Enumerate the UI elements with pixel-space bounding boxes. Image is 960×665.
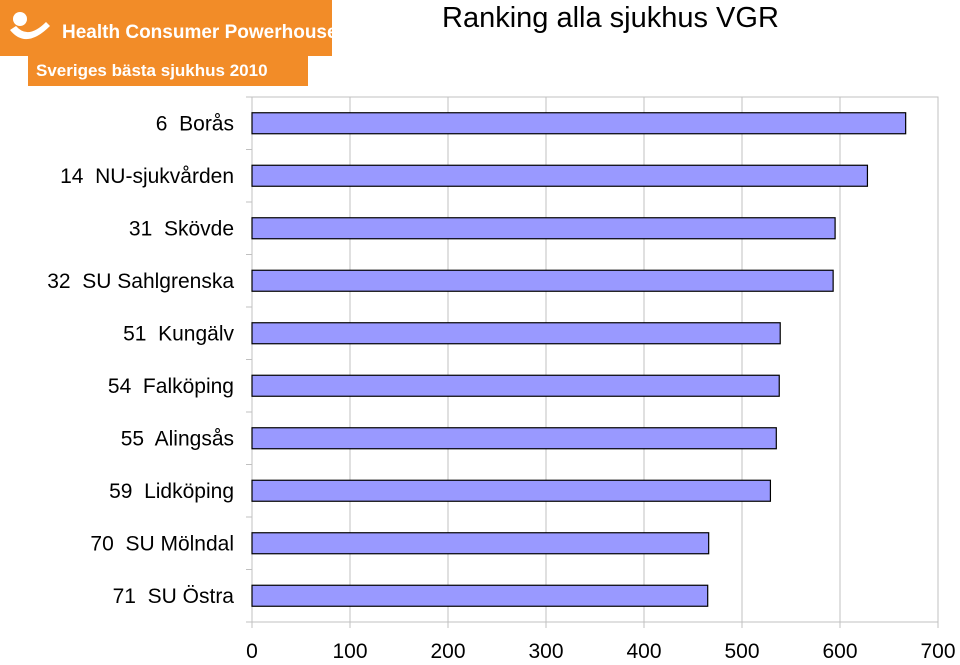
category-label: 55 Alingsås — [121, 427, 234, 450]
category-label: 54 Falköping — [108, 375, 234, 398]
bar — [251, 374, 780, 397]
x-tick-label: 700 — [920, 640, 955, 663]
x-tick-label: 200 — [430, 640, 465, 663]
x-tick-label: 100 — [332, 640, 367, 663]
bar — [251, 322, 781, 345]
logo-bottom-band — [28, 56, 308, 86]
bar — [251, 584, 709, 607]
category-label: 6 Borås — [156, 112, 234, 135]
category-label: 59 Lidköping — [109, 480, 234, 503]
category-labels: 6 Borås 14 NU-sjukvården 31 Skövde 32 SU Sa… — [47, 112, 234, 608]
logo-top-band — [0, 0, 332, 56]
bar — [251, 532, 710, 555]
category-label: 71 SU Östra — [113, 585, 235, 608]
x-tick-label: 500 — [724, 640, 759, 663]
bar — [251, 427, 777, 450]
category-label: 14 NU-sjukvården — [60, 165, 234, 188]
x-tick-label: 600 — [822, 640, 857, 663]
bar — [251, 164, 869, 187]
bar — [251, 479, 772, 502]
chart-title: Ranking alla sjukhus VGR — [442, 2, 779, 34]
category-label: 31 Skövde — [129, 217, 234, 240]
x-tick-label: 300 — [528, 640, 563, 663]
person-figure-icon — [10, 12, 50, 40]
bar — [251, 217, 836, 240]
x-axis-ticks: 0 100 200 300 400 500 600 700 — [246, 640, 955, 663]
category-label: 51 Kungälv — [123, 322, 234, 345]
bar — [251, 269, 834, 292]
x-tick-label: 0 — [246, 640, 258, 663]
logo-subtitle: Sveriges bästa sjukhus 2010 — [36, 61, 268, 80]
plot-frame — [251, 96, 939, 623]
hcp-logo: Health Consumer Powerhouse Sveriges bäst… — [0, 0, 338, 88]
category-label: 70 SU Mölndal — [90, 532, 234, 555]
x-tick-label: 400 — [626, 640, 661, 663]
bars-layer — [251, 112, 907, 607]
logo-name: Health Consumer Powerhouse — [62, 22, 338, 43]
category-label: 32 SU Sahlgrenska — [47, 270, 234, 293]
bar — [251, 112, 907, 135]
